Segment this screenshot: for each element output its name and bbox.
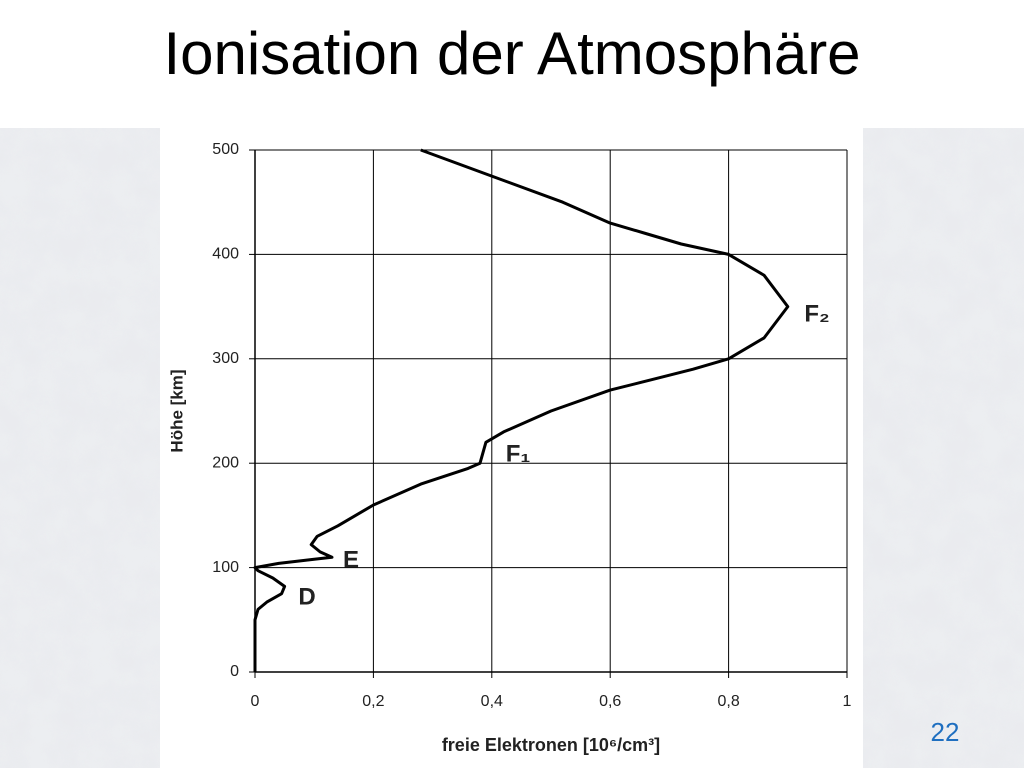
y-tick-label: 0	[230, 663, 239, 680]
plot: 0 100 200 300 400 500 0 0,2 0,4 0,6 0,8 1 freie Elek…	[167, 141, 851, 755]
y-tick-label: 100	[212, 559, 239, 576]
annotation: D	[298, 583, 315, 610]
annotation: F₁	[506, 440, 531, 467]
page-number: 22	[931, 717, 960, 747]
data-line	[253, 148, 790, 672]
chart-panel	[160, 128, 863, 768]
y-tick-label: 300	[212, 350, 239, 367]
y-axis-label: Höhe [km]	[167, 369, 186, 452]
slide-title: Ionisation der Atmosphäre	[163, 20, 860, 87]
x-tick-label: 0,2	[362, 693, 384, 710]
x-tick-label: 1	[843, 693, 852, 710]
y-tick-label: 200	[212, 454, 239, 471]
x-tick-label: 0,4	[481, 693, 503, 710]
x-tick-label: 0,8	[717, 693, 739, 710]
x-tick-label: 0,6	[599, 693, 621, 710]
y-tick-label: 500	[212, 141, 239, 158]
x-tick-label: 0	[251, 693, 260, 710]
y-tick-label: 400	[212, 246, 239, 263]
x-axis-label: freie Elektronen [10⁶/cm³]	[442, 735, 660, 755]
annotation: F₂	[804, 300, 829, 327]
annotation: E	[343, 546, 359, 573]
